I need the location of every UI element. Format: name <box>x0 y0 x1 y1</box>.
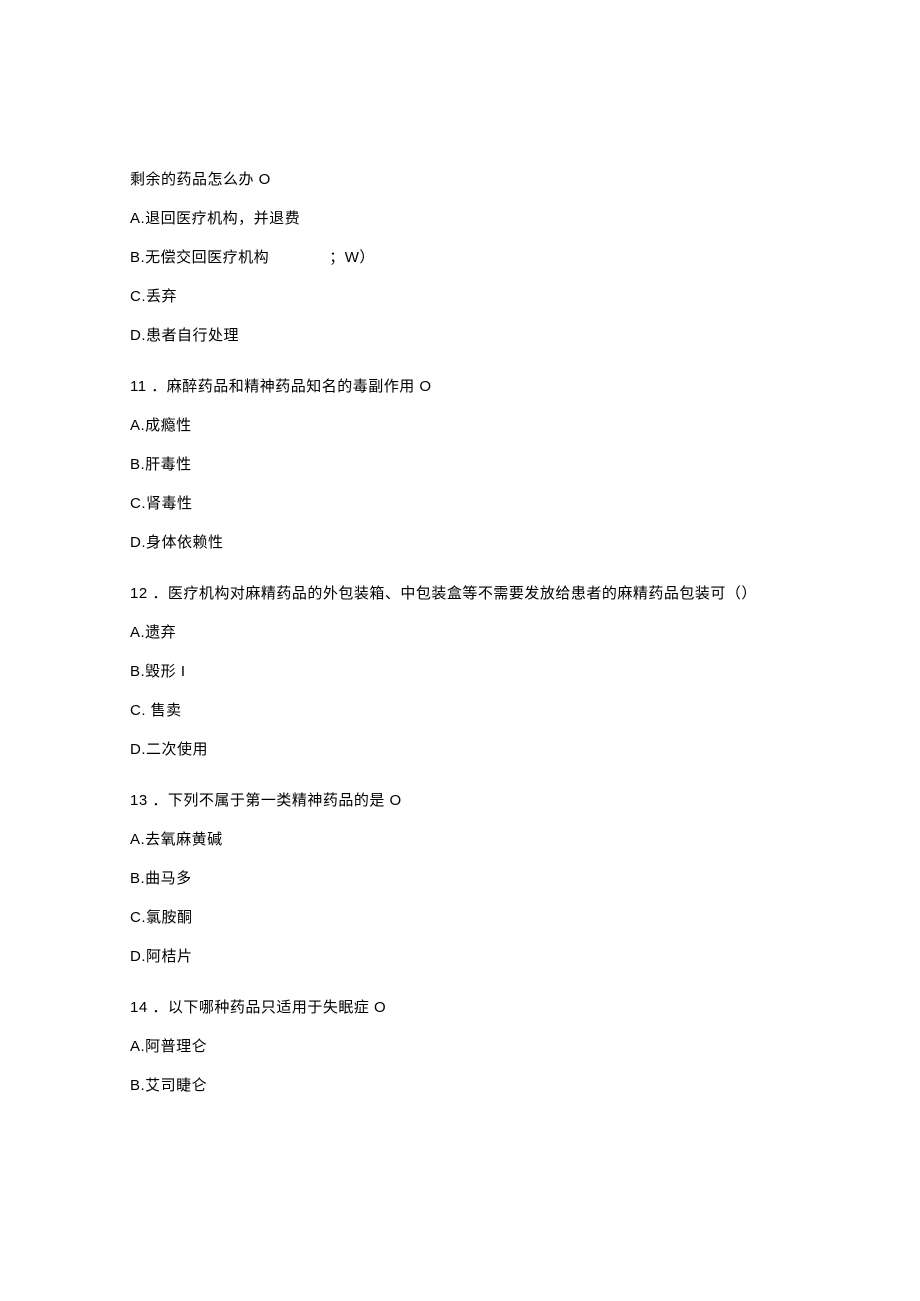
q10-option-b-row: B.无偿交回医疗机构 ；W） <box>130 238 790 277</box>
q10-stem-cont: 剩余的药品怎么办 O <box>130 160 790 199</box>
q14-stem: 14 ．以下哪种药品只适用于失眠症 O <box>130 988 790 1027</box>
q10-option-b-suffix: ；W） <box>329 249 375 266</box>
q14-option-a: A.阿普理仑 <box>130 1027 790 1066</box>
q12-stem: 12 ．医疗机构对麻精药品的外包装箱、中包装盒等不需要发放给患者的麻精药品包装可… <box>130 574 790 613</box>
q11-option-b: B.肝毒性 <box>130 445 790 484</box>
q10-option-d: D.患者自行处理 <box>130 316 790 355</box>
q13-option-b: B.曲马多 <box>130 859 790 898</box>
q13-stem: 13 ．下列不属于第一类精神药品的是 O <box>130 781 790 820</box>
q12-option-b: B.毁形 I <box>130 652 790 691</box>
q14-option-b: B.艾司睫仑 <box>130 1066 790 1105</box>
q10-option-a: A.退回医疗机构，并退费 <box>130 199 790 238</box>
question-13: 13 ．下列不属于第一类精神药品的是 O A.去氧麻黄碱 B.曲马多 C.氯胺酮… <box>130 781 790 976</box>
q13-option-a: A.去氧麻黄碱 <box>130 820 790 859</box>
q12-option-d: D.二次使用 <box>130 730 790 769</box>
q11-option-a: A.成瘾性 <box>130 406 790 445</box>
question-12: 12 ．医疗机构对麻精药品的外包装箱、中包装盒等不需要发放给患者的麻精药品包装可… <box>130 574 790 769</box>
q13-option-c: C.氯胺酮 <box>130 898 790 937</box>
q11-option-d: D.身体依赖性 <box>130 523 790 562</box>
question-14: 14 ．以下哪种药品只适用于失眠症 O A.阿普理仑 B.艾司睫仑 <box>130 988 790 1105</box>
question-11: 11 ．麻醉药品和精神药品知名的毒副作用 O A.成瘾性 B.肝毒性 C.肾毒性… <box>130 367 790 562</box>
q11-stem: 11 ．麻醉药品和精神药品知名的毒副作用 O <box>130 367 790 406</box>
q10-option-c: C.丢弃 <box>130 277 790 316</box>
q13-option-d: D.阿桔片 <box>130 937 790 976</box>
q12-option-a: A.遗弃 <box>130 613 790 652</box>
q12-option-c: C. 售卖 <box>130 691 790 730</box>
q10-option-b: B.无偿交回医疗机构 <box>130 238 269 277</box>
question-10-continued: 剩余的药品怎么办 O A.退回医疗机构，并退费 B.无偿交回医疗机构 ；W） C.… <box>130 160 790 355</box>
q11-option-c: C.肾毒性 <box>130 484 790 523</box>
